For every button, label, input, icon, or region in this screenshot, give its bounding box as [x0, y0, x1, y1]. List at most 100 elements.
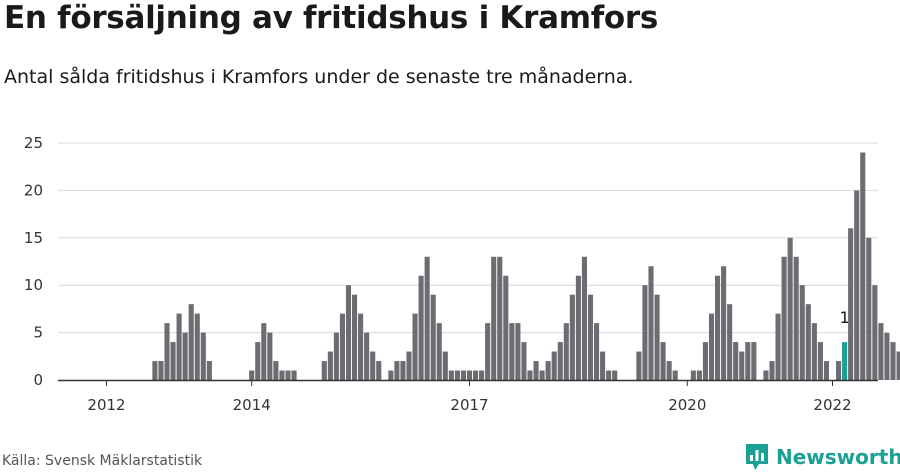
page-title: En försäljning av fritidshus i Kramfors	[4, 0, 659, 36]
y-tick-label: 15	[24, 229, 43, 247]
bar	[345, 285, 352, 380]
bar	[170, 342, 176, 380]
bar	[460, 370, 466, 380]
bar	[436, 323, 442, 380]
bar	[769, 361, 775, 380]
bar	[606, 370, 612, 380]
y-axis-tick-labels: 0 5 10 15 20 25	[24, 134, 43, 389]
brand-name: Newsworthy	[776, 445, 900, 469]
y-tick-label: 25	[24, 134, 43, 152]
bar	[848, 228, 854, 380]
bar	[581, 256, 587, 380]
highlight-bar	[842, 342, 848, 380]
bar	[575, 275, 581, 380]
x-tick-label: 2014	[233, 396, 271, 414]
bar	[648, 266, 654, 380]
bar	[291, 370, 297, 380]
brand-logo: Newsworthy	[744, 442, 900, 472]
bar	[376, 361, 382, 380]
bar	[600, 351, 606, 380]
bar	[642, 285, 648, 380]
bar	[339, 313, 345, 380]
bar	[406, 351, 412, 380]
bar	[412, 313, 418, 380]
bar	[696, 370, 702, 380]
bar	[521, 342, 527, 380]
bar	[364, 332, 370, 380]
source-note: Källa: Svensk Mäklarstatistik	[2, 453, 203, 469]
bar	[896, 351, 900, 380]
bar	[715, 275, 721, 380]
bar	[352, 294, 358, 380]
y-tick-label: 5	[33, 324, 43, 342]
x-tick-label: 2012	[87, 396, 125, 414]
bar	[733, 342, 739, 380]
bar	[194, 313, 200, 380]
bar	[836, 361, 842, 380]
bar	[188, 304, 194, 380]
bar	[884, 332, 890, 380]
bar	[370, 351, 376, 380]
bar	[400, 361, 406, 380]
bar	[255, 342, 261, 380]
bar	[200, 332, 206, 380]
bar	[878, 323, 884, 380]
bar	[721, 266, 727, 380]
bar	[327, 351, 333, 380]
bar	[261, 323, 267, 380]
bar	[727, 304, 733, 380]
y-tick-label: 10	[24, 276, 43, 294]
bar	[811, 323, 817, 380]
bar	[448, 370, 454, 380]
bar	[569, 294, 575, 380]
bar	[533, 361, 539, 380]
bar	[636, 351, 642, 380]
bar	[708, 313, 715, 380]
bar	[503, 275, 509, 380]
bar	[497, 256, 503, 380]
bar	[509, 323, 515, 380]
highlight-data-label: 1	[840, 308, 850, 327]
bar	[787, 237, 793, 380]
bar	[394, 361, 400, 380]
bar	[466, 370, 473, 380]
bar	[872, 285, 878, 380]
bar	[660, 342, 666, 380]
bar	[515, 323, 521, 380]
bar	[418, 275, 424, 380]
bars	[152, 152, 900, 380]
bar	[430, 294, 436, 380]
y-tick-label: 20	[24, 181, 43, 199]
bar	[672, 370, 678, 380]
bar	[751, 342, 757, 380]
x-tick-label: 2022	[813, 396, 851, 414]
bar	[860, 152, 866, 380]
bar	[690, 370, 696, 380]
x-tick-label: 2020	[668, 396, 706, 414]
bar	[152, 361, 158, 380]
bar	[854, 190, 860, 380]
x-axis-ticks: 2012 2014 2017 2020 2022	[87, 380, 852, 414]
bar	[158, 361, 164, 380]
bar	[612, 370, 618, 380]
bar	[587, 294, 594, 380]
bar	[890, 342, 896, 380]
bar	[442, 351, 448, 380]
bar	[775, 313, 781, 380]
bar	[539, 370, 545, 380]
bar	[267, 332, 273, 380]
grid-lines	[58, 142, 878, 334]
bar	[388, 370, 394, 380]
bar	[817, 342, 823, 380]
bar	[545, 361, 551, 380]
y-tick-label: 0	[33, 371, 43, 389]
bar	[739, 351, 745, 380]
bar	[479, 370, 485, 380]
bar	[594, 323, 600, 380]
x-tick-label: 2017	[450, 396, 488, 414]
bar	[866, 237, 872, 380]
bar	[666, 361, 672, 380]
bar	[321, 361, 327, 380]
bar	[164, 323, 170, 380]
bar	[551, 351, 557, 380]
